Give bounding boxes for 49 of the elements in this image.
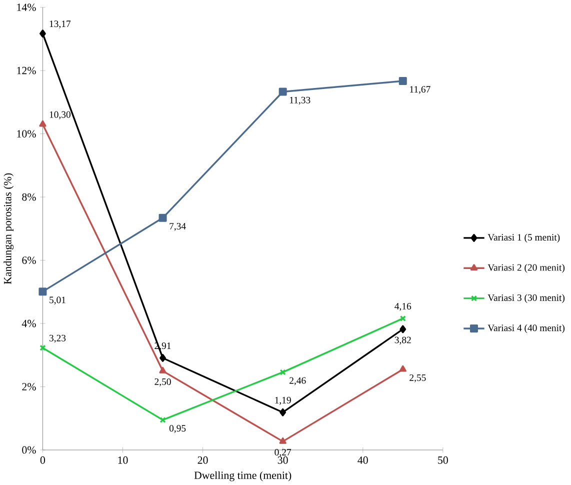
y-tick-label: 10% <box>17 130 36 138</box>
point <box>280 408 286 416</box>
data-label: 11,33 <box>290 96 310 105</box>
point <box>399 365 406 372</box>
data-label: 10,30 <box>50 111 70 120</box>
point <box>38 288 47 296</box>
data-label: 13,17 <box>50 20 71 29</box>
data-label: 0,27 <box>274 449 292 457</box>
point <box>39 30 46 38</box>
y-tick-label: 2% <box>22 383 36 390</box>
x-axis-title: Dwelling time (menit) <box>194 471 292 482</box>
point <box>278 88 287 96</box>
y-tick-label: 4% <box>22 320 36 328</box>
y-tick-label: 0% <box>22 446 36 454</box>
legend-label: Variasi 4 (40 menit) <box>488 324 565 334</box>
y-axis-title: Kandungan porositas (%) <box>4 173 14 284</box>
x-tick-label: 0 <box>40 456 46 464</box>
data-label: 3,82 <box>394 336 411 345</box>
legend-label: Variasi 2 (20 menit) <box>488 264 565 273</box>
y-tick-label: 14% <box>17 4 36 12</box>
data-label: 4,16 <box>394 303 412 311</box>
x-tick-label: 10 <box>118 456 128 464</box>
x-tick-label: 20 <box>198 456 208 464</box>
data-label: 0,95 <box>169 425 186 434</box>
data-label: 1,19 <box>275 396 291 405</box>
point <box>160 416 166 424</box>
x-tick-label: 30 <box>278 456 288 464</box>
point <box>280 369 286 376</box>
y-tick-label: 6% <box>22 256 36 264</box>
data-label: 2,50 <box>154 378 171 386</box>
data-label: 2,55 <box>410 374 426 382</box>
data-label: 7,34 <box>170 223 186 231</box>
point <box>39 120 46 127</box>
legend-label: Variasi 3 (30 menit) <box>488 294 565 303</box>
y-tick-label: 12% <box>17 66 36 74</box>
point <box>159 366 166 374</box>
y-tick-label: 8% <box>22 193 36 201</box>
data-label: 5,01 <box>50 296 66 305</box>
data-label: 3,23 <box>49 334 66 343</box>
point <box>400 325 406 334</box>
point <box>279 437 286 444</box>
legend-label: Variasi 1 (5 menit) <box>488 234 560 243</box>
data-label: 2,46 <box>290 377 306 386</box>
point <box>398 77 407 86</box>
data-label: 11,67 <box>410 86 430 94</box>
point <box>160 354 166 362</box>
point <box>158 214 167 222</box>
x-tick-label: 40 <box>358 456 368 464</box>
x-tick-label: 50 <box>438 456 448 464</box>
